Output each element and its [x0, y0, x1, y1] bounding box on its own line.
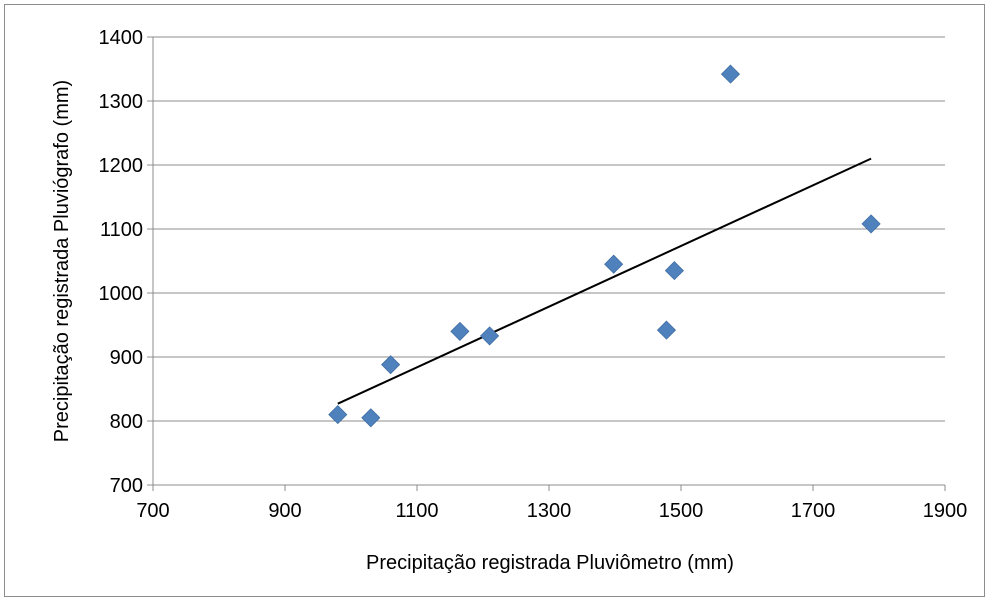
y-tick-label: 1300: [99, 91, 144, 113]
chart-area: [4, 4, 985, 597]
axes: [147, 36, 946, 491]
x-axis-title: Precipitação registrada Pluviômetro (mm): [366, 552, 734, 574]
y-tick-label: 900: [110, 347, 143, 369]
data-point: [328, 405, 348, 425]
x-tick-label: 900: [268, 500, 301, 522]
data-points: [328, 64, 881, 428]
trendline: [337, 157, 872, 405]
x-tick-label: 1900: [923, 500, 968, 522]
data-point: [604, 254, 624, 274]
data-point: [480, 326, 500, 346]
data-point: [381, 355, 401, 375]
gridlines: [153, 36, 945, 422]
data-point: [861, 214, 881, 234]
data-point: [656, 320, 677, 340]
trendline-layer: [337, 157, 872, 405]
y-tick-label: 1400: [99, 27, 144, 49]
tick-labels: 700 800 900 1000 1100 1200 1300 1400 700 900 1100 1…: [99, 27, 968, 522]
data-point: [664, 261, 684, 281]
y-tick-label: 1200: [99, 155, 144, 177]
y-axis-title: Precipitação registrada Pluviógrafo (mm): [51, 80, 73, 442]
data-point: [361, 408, 381, 428]
x-tick-label: 1300: [527, 500, 572, 522]
y-tick-label: 1000: [99, 283, 144, 305]
x-tick-label: 1100: [395, 500, 438, 522]
x-tick-label: 1700: [791, 500, 836, 522]
x-tick-label: 1500: [659, 500, 704, 522]
y-tick-label: 800: [110, 411, 143, 433]
x-tick-label: 700: [136, 500, 169, 522]
y-tick-label: 700: [110, 475, 143, 497]
data-point: [720, 64, 741, 84]
data-point: [450, 321, 470, 341]
y-tick-label: 1100: [100, 219, 143, 241]
